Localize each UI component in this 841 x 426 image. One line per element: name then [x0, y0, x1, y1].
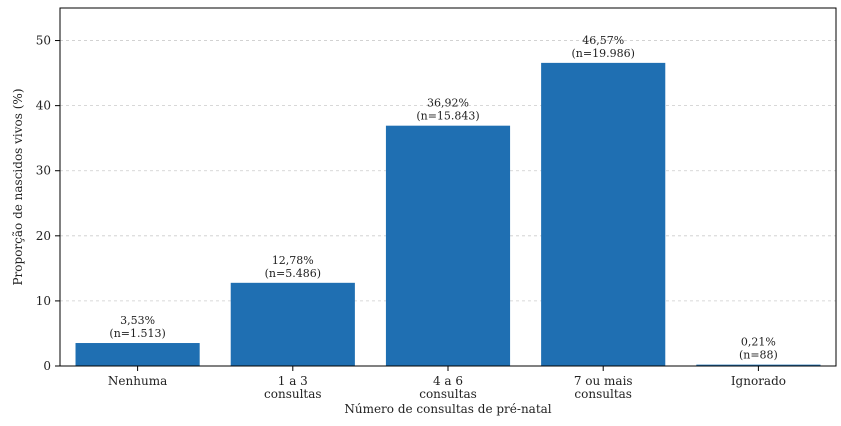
- bar: [230, 282, 355, 366]
- bar-value-label: 36,92% (n=15.843): [416, 97, 479, 123]
- x-tick-label: Nenhuma: [108, 374, 167, 388]
- x-axis-ticks: Nenhuma 1 a 3 consultas 4 a 6 consultas 7 ou …: [108, 366, 786, 401]
- bar-labels: 3,53% (n=1.513) 12,78% (n=5.486) 36,92% (n=15…: [109, 34, 777, 362]
- y-axis-ticks: 0 10 20 30 40 50: [36, 34, 60, 373]
- y-tick-label: 10: [36, 294, 51, 308]
- bar-value-label: 12,78% (n=5.486): [265, 254, 321, 280]
- bar: [541, 62, 666, 366]
- x-axis-label: Número de consultas de pré-natal: [344, 402, 551, 416]
- y-tick-label: 40: [36, 99, 51, 113]
- bars: [75, 62, 821, 367]
- y-axis-label: Proporção de nascidos vivos (%): [11, 88, 25, 285]
- bar-value-label: 46,57% (n=19.986): [572, 34, 635, 60]
- x-tick-label: 4 a 6 consultas: [419, 374, 477, 401]
- x-tick-label: 1 a 3 consultas: [264, 374, 322, 401]
- y-tick-label: 0: [43, 359, 51, 373]
- bar: [385, 125, 511, 367]
- bar: [696, 364, 821, 366]
- y-tick-label: 20: [36, 229, 51, 243]
- bar-value-label: 0,21% (n=88): [739, 336, 778, 362]
- y-tick-label: 50: [36, 34, 51, 48]
- x-tick-label: 7 ou mais consultas: [574, 374, 633, 401]
- bar: [75, 343, 200, 366]
- bar-value-label: 3,53% (n=1.513): [109, 314, 165, 340]
- y-tick-label: 30: [36, 164, 51, 178]
- x-tick-label: Ignorado: [731, 374, 786, 388]
